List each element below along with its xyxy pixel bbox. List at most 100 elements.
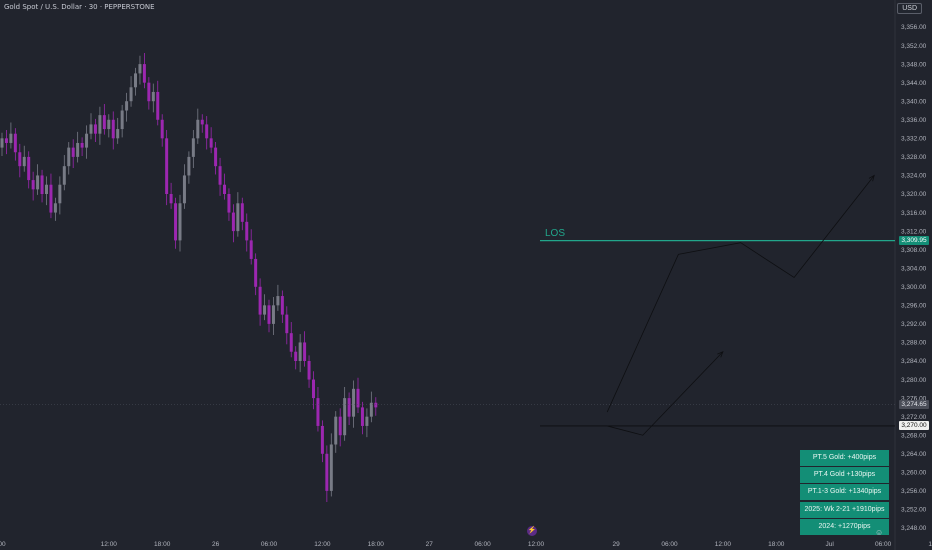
x-tick-label: 26 bbox=[212, 541, 220, 548]
candle-body bbox=[49, 184, 53, 213]
y-tick-label: 3,248.00 bbox=[901, 525, 927, 532]
y-tick-label: 3,340.00 bbox=[901, 98, 927, 105]
candle-body bbox=[329, 444, 333, 491]
candle-body bbox=[0, 138, 4, 148]
projection-path bbox=[607, 351, 724, 436]
y-tick-label: 3,256.00 bbox=[901, 488, 927, 495]
y-tick-label: 3,264.00 bbox=[901, 451, 927, 458]
candle-body bbox=[111, 119, 115, 139]
candle-body bbox=[125, 101, 129, 111]
candle-body bbox=[240, 203, 244, 222]
candle-body bbox=[147, 82, 151, 102]
y-tick-label: 3,280.00 bbox=[901, 377, 927, 384]
candle-body bbox=[156, 91, 160, 120]
candle-body bbox=[191, 138, 195, 157]
candle-body bbox=[223, 184, 226, 194]
x-tick-label: 29 bbox=[612, 541, 620, 548]
symbol-title: Gold Spot / U.S. Dollar · 30 · PEPPERSTO… bbox=[4, 3, 155, 11]
candle-body bbox=[71, 147, 75, 157]
candle-body bbox=[289, 333, 293, 352]
candle-body bbox=[18, 152, 22, 167]
candle-body bbox=[338, 416, 342, 436]
candle-body bbox=[4, 138, 8, 143]
candle-body bbox=[36, 175, 40, 190]
candle-body bbox=[151, 91, 155, 102]
y-tick-label: 3,332.00 bbox=[901, 136, 927, 143]
projection-arrowhead bbox=[717, 350, 724, 358]
x-tick-label: Jul bbox=[826, 541, 835, 548]
candle-body bbox=[325, 453, 329, 491]
x-tick-label: 06:00 bbox=[474, 541, 491, 548]
y-tick-label: 3,260.00 bbox=[901, 470, 927, 477]
stats-panel: PT.5 Gold: +400pips PT.4 Gold +130pips P… bbox=[800, 450, 889, 536]
y-tick-label: 3,292.00 bbox=[901, 321, 927, 328]
candle-body bbox=[58, 184, 62, 204]
candle-body bbox=[360, 407, 364, 426]
candle-body bbox=[258, 286, 262, 315]
candle-body bbox=[356, 388, 360, 408]
candle-body bbox=[45, 184, 48, 194]
x-tick-label: 27 bbox=[426, 541, 434, 548]
stat-pt4: PT.4 Gold +130pips bbox=[800, 467, 889, 484]
candle-body bbox=[365, 416, 369, 426]
candle-body bbox=[307, 361, 311, 380]
candle-body bbox=[347, 398, 351, 417]
x-tick-label: 12:00 bbox=[101, 541, 118, 548]
current-price-tag: 3,274.65 bbox=[899, 400, 929, 409]
candle-body bbox=[205, 124, 209, 139]
candle-body bbox=[22, 156, 26, 167]
y-tick-label: 3,336.00 bbox=[901, 117, 927, 124]
x-tick-label: 18:00 bbox=[154, 541, 171, 548]
candle-body bbox=[267, 305, 271, 324]
candle-body bbox=[187, 156, 191, 176]
x-tick-label: 06:00 bbox=[661, 541, 678, 548]
candle-body bbox=[80, 142, 84, 148]
candle-body bbox=[218, 166, 222, 185]
candle-body bbox=[89, 124, 93, 134]
y-tick-label: 3,328.00 bbox=[901, 154, 927, 161]
x-tick-label: 06:00 bbox=[875, 541, 892, 548]
y-tick-label: 3,300.00 bbox=[901, 284, 927, 291]
y-tick-label: 3,288.00 bbox=[901, 340, 927, 347]
candle-body bbox=[165, 138, 169, 194]
smiley-icon[interactable]: ☺ bbox=[875, 528, 884, 537]
y-tick-label: 3,356.00 bbox=[901, 24, 927, 31]
stat-pt1-3: PT.1-3 Gold: +1340pips bbox=[800, 484, 889, 501]
candle-body bbox=[227, 194, 231, 213]
candle-body bbox=[245, 221, 249, 241]
candle-body bbox=[116, 129, 120, 139]
candle-body bbox=[53, 203, 57, 213]
candle-body bbox=[93, 124, 97, 134]
y-tick-label: 3,324.00 bbox=[901, 173, 927, 180]
candle-body bbox=[27, 156, 31, 181]
candle-body bbox=[129, 87, 133, 102]
x-tick-label: 06:00 bbox=[261, 541, 278, 548]
candle-body bbox=[107, 119, 111, 130]
candle-body bbox=[174, 203, 178, 241]
candle-body bbox=[303, 342, 307, 361]
x-tick-label: 12:00 bbox=[715, 541, 732, 548]
candle-body bbox=[40, 175, 44, 194]
candle-body bbox=[196, 119, 200, 139]
candle-body bbox=[263, 305, 267, 315]
candle-body bbox=[352, 388, 356, 417]
candle-body bbox=[13, 133, 17, 153]
candle-body bbox=[374, 402, 378, 408]
currency-button[interactable]: USD bbox=[897, 3, 922, 14]
candle-body bbox=[76, 142, 80, 157]
x-tick-label: 18:00 bbox=[768, 541, 785, 548]
candle-body bbox=[214, 147, 218, 167]
candle-body bbox=[102, 115, 106, 130]
projection-arrowhead bbox=[868, 174, 875, 182]
candle-body bbox=[249, 240, 253, 259]
y-tick-label: 3,304.00 bbox=[901, 265, 927, 272]
y-tick-label: 3,316.00 bbox=[901, 210, 927, 217]
candle-body bbox=[312, 379, 315, 399]
lightning-icon[interactable]: ⚡ bbox=[527, 526, 537, 536]
candle-body bbox=[280, 296, 284, 315]
stat-pt5: PT.5 Gold: +400pips bbox=[800, 450, 889, 466]
candle-body bbox=[98, 115, 102, 134]
stat-2025: 2025: Wk 2-21 +1910pips bbox=[800, 501, 889, 518]
y-tick-label: 3,296.00 bbox=[901, 303, 927, 310]
